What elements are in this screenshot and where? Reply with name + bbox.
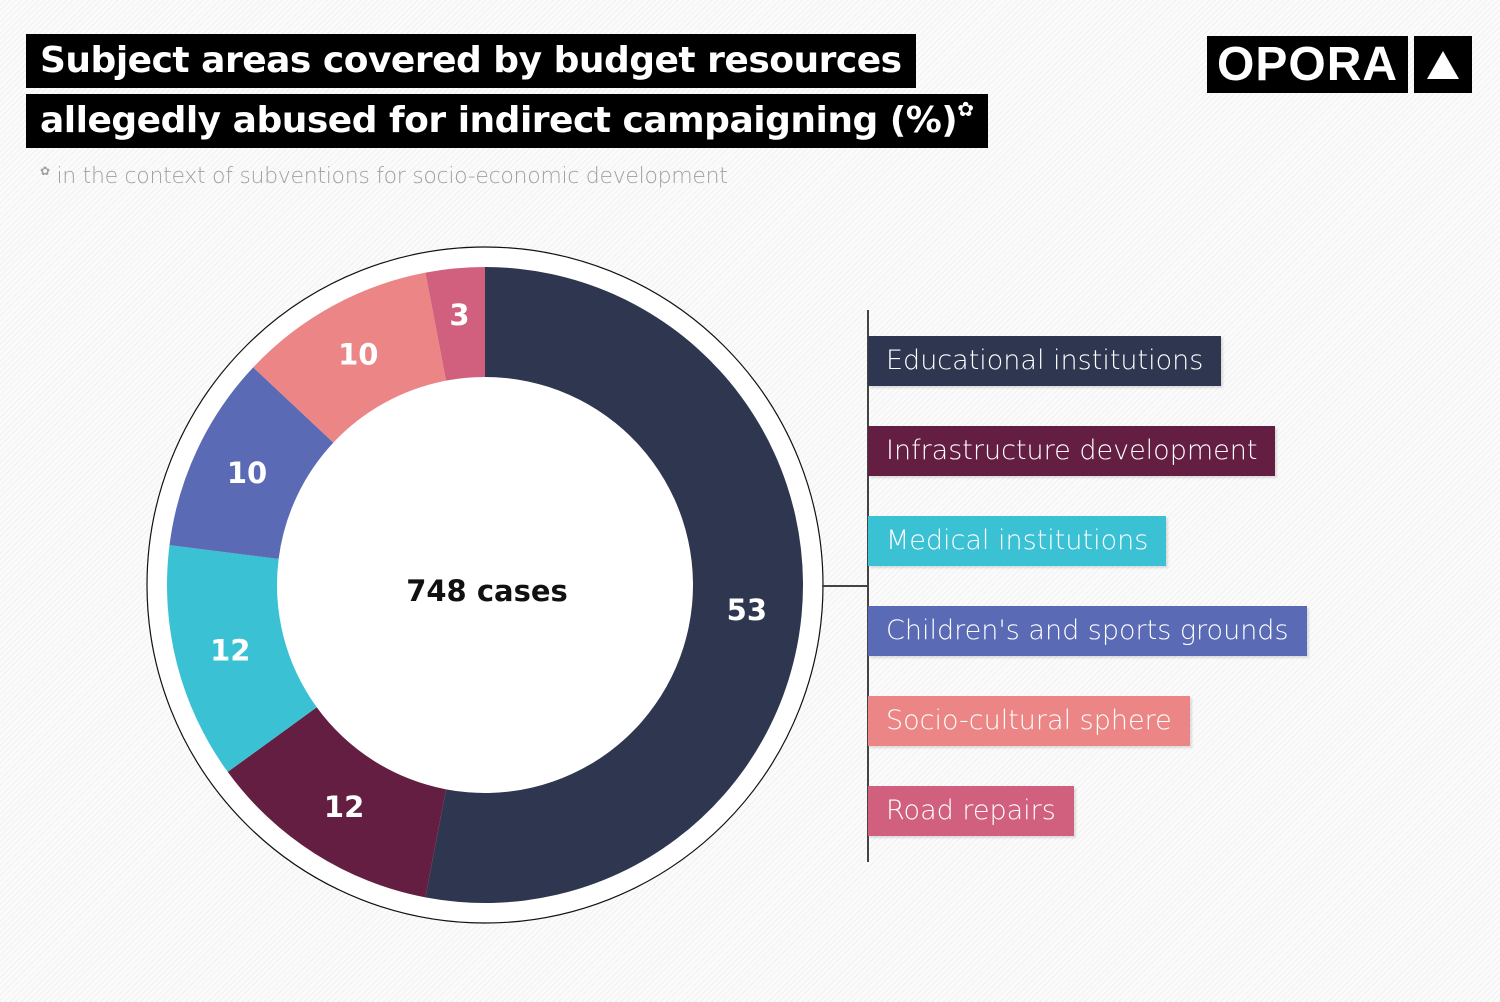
chart-title-line-2: allegedly abused for indirect campaignin… [26,94,988,148]
slice-label: 12 [324,790,364,824]
footnote: ✿ in the context of subventions for soci… [40,164,728,189]
slice-3 [167,545,317,772]
slice-1 [425,267,803,903]
opora-logo: OPORA [1207,36,1473,93]
slice-5 [253,272,447,443]
legend-item: Road repairs [868,786,1074,836]
legend-item: Socio-cultural sphere [868,696,1190,746]
slice-label: 10 [227,456,267,490]
legend-connector [822,585,868,587]
legend-item: Children's and sports grounds [868,606,1307,656]
logo-text: OPORA [1207,36,1409,93]
chart-title-line-1: Subject areas covered by budget resource… [26,34,916,88]
footnote-mark: ✿ [40,164,50,178]
slice-label: 3 [449,298,469,332]
legend-item: Medical institutions [868,516,1167,566]
center-label: 748 cases [406,574,568,608]
legend-item: Infrastructure development [868,426,1276,476]
slice-2 [227,707,447,898]
slice-label: 53 [727,593,767,627]
triangle-icon [1414,36,1473,93]
legend-item: Educational institutions [868,336,1222,386]
slice-6 [425,267,485,381]
slice-4 [169,367,334,559]
footnote-mark: ✿ [957,97,974,121]
slice-label: 12 [210,633,250,667]
slice-label: 10 [338,338,378,372]
footnote-text: in the context of subventions for socio-… [56,164,728,189]
title-text: allegedly abused for indirect campaignin… [40,100,958,141]
